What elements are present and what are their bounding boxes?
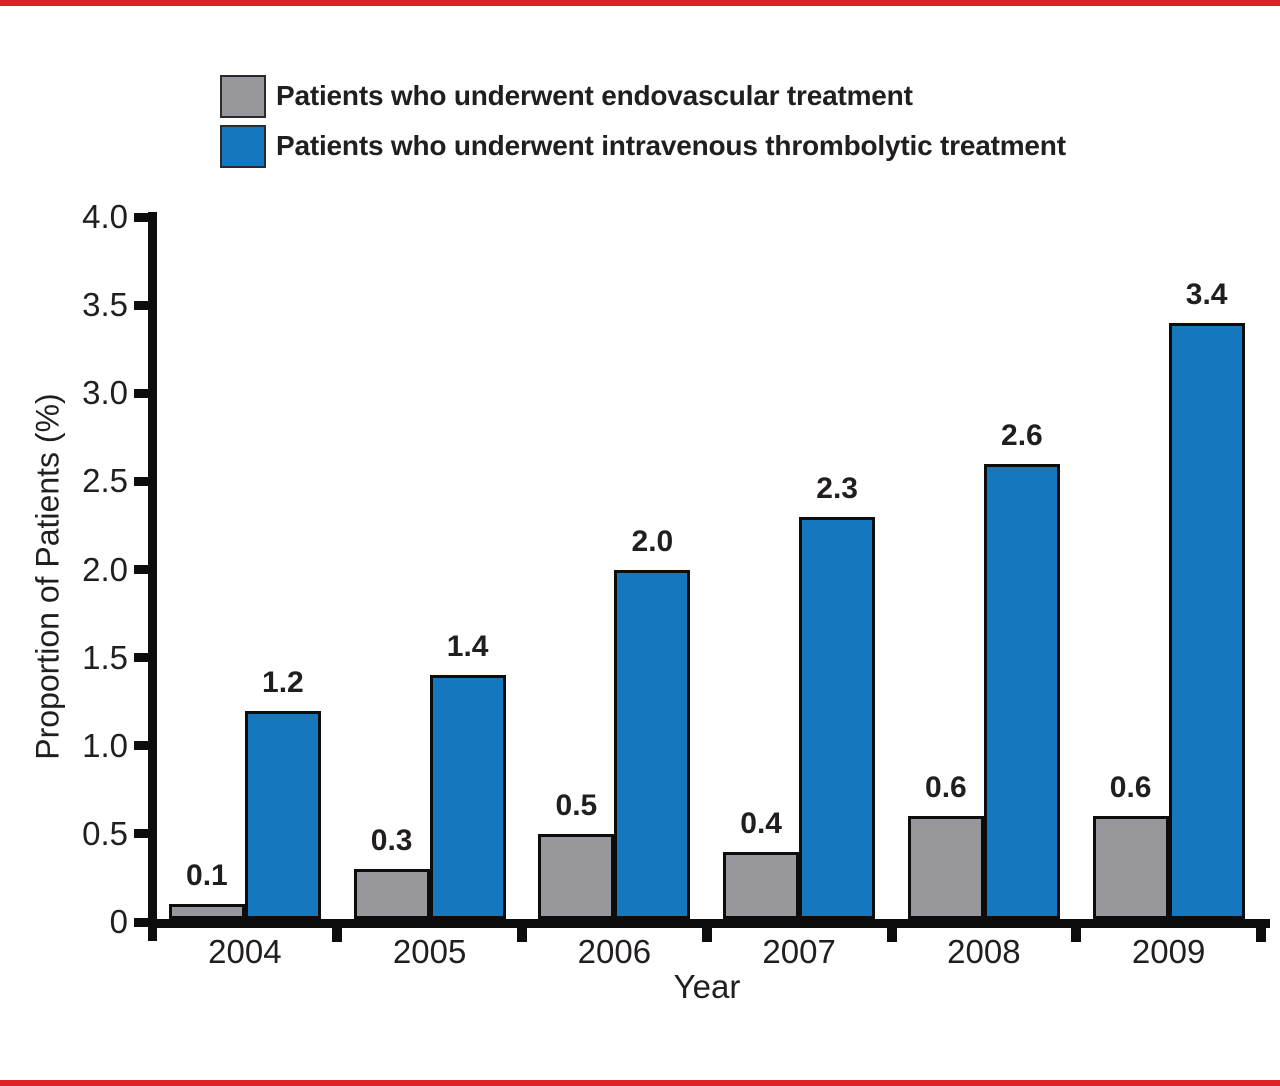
value-label-thrombolytic-2007: 2.3	[816, 471, 858, 505]
y-tick-2.5	[134, 476, 148, 486]
y-tick-1.5	[134, 653, 148, 663]
y-tick-label-2.0: 2.0	[82, 550, 128, 588]
value-label-endovascular-2006: 0.5	[555, 788, 598, 822]
bar-endovascular-2008	[907, 816, 984, 919]
value-label-endovascular-2007: 0.4	[740, 806, 782, 840]
legend-label-endovascular: Patients who underwent endovascular trea…	[276, 80, 913, 111]
bar-thrombolytic-2004	[244, 710, 321, 919]
x-tick-6	[1256, 919, 1266, 942]
y-tick-3.0	[134, 388, 148, 398]
bar-endovascular-2007	[723, 851, 800, 919]
x-tick-5	[1071, 919, 1082, 942]
bar-thrombolytic-2007	[799, 516, 876, 919]
legend: Patients who underwent endovascular trea…	[220, 71, 1066, 171]
x-tick-label-2008: 2008	[947, 933, 1021, 970]
y-tick-label-0.5: 0.5	[82, 814, 128, 852]
y-tick-4.0	[134, 212, 148, 222]
bar-thrombolytic-2008	[983, 463, 1060, 919]
y-tick-label-2.5: 2.5	[82, 462, 128, 500]
y-axis-line	[148, 212, 157, 941]
legend-swatch-thrombolytic	[220, 124, 266, 168]
value-label-endovascular-2009: 0.6	[1109, 771, 1152, 805]
bar-endovascular-2006	[538, 833, 615, 919]
x-tick-label-2009: 2009	[1131, 933, 1206, 970]
legend-swatch-endovascular	[220, 74, 266, 118]
bar-thrombolytic-2009	[1168, 322, 1245, 919]
x-tick-3	[701, 919, 712, 942]
x-tick-1	[332, 919, 343, 942]
bar-endovascular-2005	[353, 869, 430, 919]
y-tick-2.0	[134, 565, 148, 574]
y-tick-0.5	[134, 829, 148, 839]
y-tick-label-3.0: 3.0	[82, 374, 128, 412]
y-tick-label-0: 0	[109, 903, 128, 940]
value-label-thrombolytic-2009: 3.4	[1185, 277, 1228, 311]
x-tick-label-2004: 2004	[208, 933, 282, 970]
legend-item-thrombolytic: Patients who underwent intravenous throm…	[220, 121, 1066, 171]
bar-thrombolytic-2006	[614, 569, 691, 919]
bar-thrombolytic-2005	[429, 675, 506, 919]
x-tick-label-2006: 2006	[577, 933, 652, 970]
value-label-thrombolytic-2005: 1.4	[446, 630, 489, 664]
y-tick-0	[134, 917, 148, 927]
value-label-endovascular-2004: 0.1	[186, 859, 228, 893]
bar-endovascular-2004	[168, 904, 245, 919]
value-label-endovascular-2005: 0.3	[370, 824, 413, 858]
x-tick-4	[886, 919, 897, 942]
value-label-thrombolytic-2008: 2.6	[1001, 418, 1043, 452]
y-tick-label-3.5: 3.5	[82, 286, 128, 324]
value-label-thrombolytic-2004: 1.2	[262, 665, 304, 699]
x-tick-2	[517, 919, 527, 942]
legend-item-endovascular: Patients who underwent endovascular trea…	[220, 71, 1066, 121]
bottom-border-line	[0, 1080, 1280, 1086]
y-tick-label-1.0: 1.0	[82, 726, 128, 764]
y-tick-label-1.5: 1.5	[82, 638, 128, 676]
value-label-endovascular-2008: 0.6	[925, 771, 967, 805]
x-tick-label-2005: 2005	[392, 933, 467, 970]
x-axis-title: Year	[673, 968, 741, 1005]
x-tick-label-2007: 2007	[762, 933, 836, 970]
y-tick-3.5	[134, 300, 148, 310]
bar-endovascular-2009	[1092, 816, 1169, 919]
y-tick-label-4.0: 4.0	[82, 198, 128, 235]
top-border-line	[0, 0, 1280, 6]
y-tick-1.0	[134, 741, 148, 751]
legend-label-thrombolytic: Patients who underwent intravenous throm…	[276, 130, 1066, 161]
value-label-thrombolytic-2006: 2.0	[631, 524, 674, 558]
